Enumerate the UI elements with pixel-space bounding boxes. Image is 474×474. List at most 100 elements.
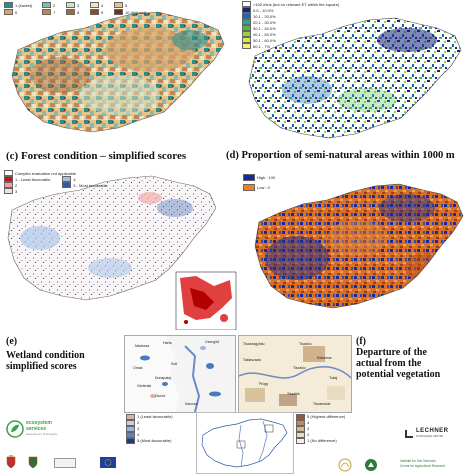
legend-swatch — [126, 420, 135, 426]
legend-swatch — [66, 2, 75, 8]
town-label: Tiszalök — [287, 392, 300, 396]
legend-label: 9 — [101, 9, 104, 15]
legend-swatch — [62, 176, 72, 182]
town-label: Rakamaz — [317, 356, 332, 360]
legend-item: 0.0 - 10.0% — [242, 7, 339, 13]
lechner-logo: LECHNER KNOWLEDGE CENTRE — [404, 428, 470, 442]
legend-item: 4 — [62, 176, 107, 182]
legend-label: Low : 0 — [257, 185, 270, 190]
legend-swatch — [126, 426, 135, 432]
legend-swatch — [242, 25, 251, 31]
legend-label: Complex evaluation not applicable — [15, 170, 76, 176]
legend-wetland-condition: Complex evaluation not applicable 1 - Le… — [4, 170, 144, 194]
panel-a: 1 (lowest) 2 3 4 5 6 7 8 9 10 (highest) — [0, 0, 237, 145]
legend-label: 4 — [137, 432, 140, 438]
legend-item: 5 - Most favourable — [62, 182, 108, 188]
legend-item: Low : 0 — [243, 184, 275, 191]
legend-swatch — [242, 7, 251, 13]
legend-swatch — [242, 19, 251, 25]
institute-text-2: Centre for Agricultural Research — [400, 464, 446, 468]
legend-item: >100 mins (but no relevant ET within the… — [242, 1, 339, 7]
legend-item: 7 — [42, 9, 58, 15]
legend-label: 7 — [53, 9, 56, 15]
legend-swatch — [242, 43, 251, 49]
zoom-inset-c — [175, 271, 237, 330]
lechner-text: LECHNER — [416, 428, 449, 434]
legend-swatch — [4, 182, 13, 188]
legend-departure: High : 100 Low : 0 — [243, 174, 275, 191]
caption-f-line1: Departure of the — [356, 347, 427, 358]
town-label: Taktaszada — [243, 358, 261, 362]
legend-item: 1 (lowest) — [4, 2, 34, 8]
legend-swatch — [243, 184, 255, 191]
town-label: Madocsa — [135, 344, 150, 348]
legend-item: 5 (Highest difference) — [296, 414, 345, 420]
legend-label: 1 (Least favourable) — [137, 414, 173, 420]
legend-label: 2 — [15, 182, 18, 188]
inset-left-map — [125, 336, 221, 412]
legend-label: 5 (Highest difference) — [307, 414, 346, 420]
map-semi-natural-proportion — [248, 17, 462, 139]
legend-swatch — [242, 31, 251, 37]
legend-swatch — [242, 1, 251, 7]
town-label: Solt — [171, 362, 178, 366]
legend-label: 8 — [77, 9, 80, 15]
legend-item: 40.1 - 50.0% — [242, 31, 339, 37]
legend-swatch — [114, 9, 123, 15]
legend-item: 3 — [4, 188, 50, 194]
legend-label: 2 — [137, 420, 140, 426]
legend-item: 1 (Least favourable) — [126, 414, 173, 420]
legend-swatch — [42, 2, 51, 8]
government-emblem-icon — [28, 456, 38, 469]
legend-item: 6 — [4, 9, 34, 15]
town-label: Tiszanagyfalu — [243, 342, 265, 346]
town-label: Tiszaluc — [299, 342, 312, 346]
lechner-subtext: KNOWLEDGE CENTRE — [416, 435, 444, 438]
legend-label: 5 - Most favourable — [73, 182, 108, 188]
town-label: Harta — [163, 341, 172, 345]
legend-wetland-scores: 1 (Least favourable) 2 3 4 5 (Most favou… — [126, 414, 173, 444]
caption-e-line1: Wetland condition — [6, 350, 85, 361]
town-label: Prügy — [259, 382, 269, 386]
legend-swatch — [4, 176, 13, 182]
legend-label: 30.1 - 40.0% — [253, 25, 276, 31]
programme-logo-icon — [54, 458, 76, 468]
legend-swatch — [4, 188, 13, 194]
legend-semi-natural: >100 mins (but no relevant ET within the… — [242, 1, 339, 49]
legend-label: 40.1 - 50.0% — [253, 31, 276, 37]
legend-label: >100 mins (but no relevant ET within the… — [253, 1, 340, 7]
legend-item: 20.1 - 30.0% — [242, 19, 339, 25]
legend-swatch — [42, 9, 51, 15]
legend-item: 9 — [90, 9, 106, 15]
legend-swatch — [4, 170, 13, 176]
legend-swatch — [296, 432, 305, 438]
town-label: Tiszalúc — [293, 366, 306, 370]
logo-text-ecosystem: ecosystem — [26, 420, 52, 426]
inset-left: Madocsa Harta Csengőd Ordas Solt Géderla… — [124, 335, 236, 413]
town-label: Dunapataj — [155, 376, 171, 380]
legend-departure-scores: 5 (Highest difference) 4 3 2 1 (No diffe… — [296, 414, 345, 444]
caption-e-line2: simplified scores — [6, 361, 77, 372]
legend-swatch — [4, 2, 13, 8]
legend-swatch — [66, 9, 75, 15]
legend-item: 1 (No difference) — [296, 438, 345, 444]
legend-label: 5 — [125, 2, 128, 8]
legend-item: 2 — [126, 420, 173, 426]
legend-item: 5 (Most favourable) — [126, 438, 173, 444]
town-label: Ordas — [133, 366, 143, 370]
legend-swatch — [126, 432, 135, 438]
overview-hungary — [201, 418, 288, 468]
caption-e: (e) Wetland condition simplified scores — [6, 336, 116, 372]
legend-forest-condition: 1 (lowest) 2 3 4 5 6 7 8 9 10 (highest) — [4, 2, 154, 15]
inset-right: Tiszanagyfalu Tiszaluc Taktaszada Rakama… — [238, 335, 352, 413]
ecosystem-services-logo: ecosystem services assessment of Hungary — [6, 418, 66, 440]
eu-flag-icon — [100, 457, 116, 468]
legend-swatch — [296, 438, 305, 444]
legend-label: 10.1 - 20.0% — [253, 13, 276, 19]
panel-d: High : 100 Low : 0 — [237, 168, 474, 330]
legend-item: 3 — [126, 426, 173, 432]
legend-swatch — [243, 174, 255, 181]
legend-swatch — [90, 2, 99, 8]
caption-c: (c) Forest condition – simplified scores — [6, 150, 187, 162]
legend-swatch — [242, 13, 251, 19]
